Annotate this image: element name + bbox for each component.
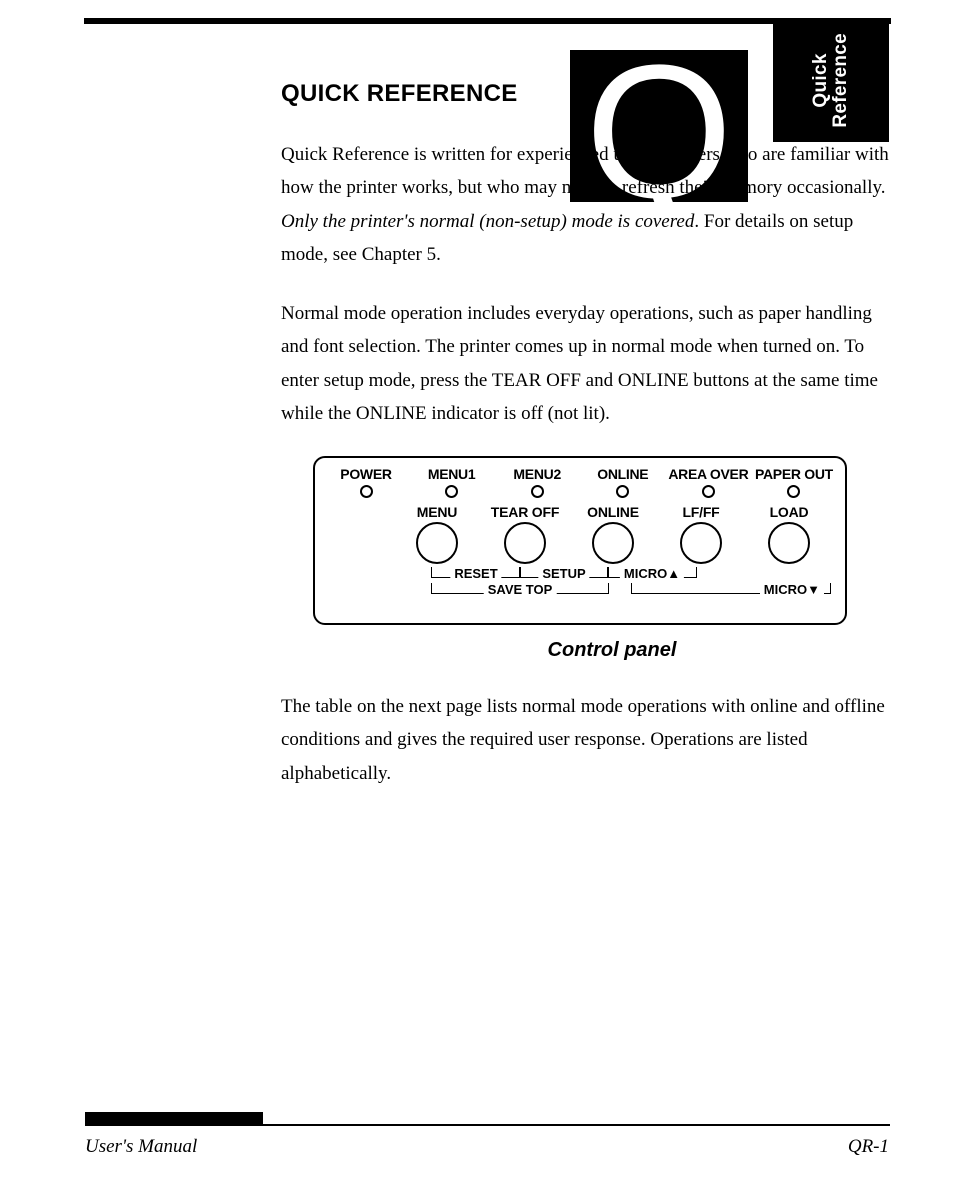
led-indicator — [360, 485, 373, 498]
paragraph-3: The table on the next page lists normal … — [281, 690, 891, 790]
button-circle — [592, 522, 634, 564]
button-load: LOAD — [745, 504, 833, 564]
led-row: POWER MENU1 MENU2 ONLINE — [323, 466, 837, 498]
bracket-save-top-label: SAVE TOP — [484, 582, 557, 597]
bracket-micro-up-label: MICRO▲ — [620, 566, 684, 581]
content-area: QUICK REFERENCE Quick Reference is writt… — [281, 80, 891, 816]
paragraph-2: Normal mode operation includes everyday … — [281, 297, 891, 430]
control-panel-caption: Control panel — [345, 639, 879, 662]
bracket-reset-label: RESET — [450, 566, 501, 581]
bracket-labels: RESET SETUP MICRO▲ SAVE TOP MICRO▼ — [323, 567, 837, 613]
page: Quick Reference Q QUICK REFERENCE Quick … — [0, 0, 975, 1194]
led-indicator — [702, 485, 715, 498]
control-panel: POWER MENU1 MENU2 ONLINE — [313, 456, 847, 625]
bracket-reset: RESET — [431, 567, 521, 578]
button-online-label: ONLINE — [569, 504, 657, 520]
bracket-micro-down-label: MICRO▼ — [760, 582, 824, 597]
led-areaover-label: AREA OVER — [667, 466, 749, 482]
button-circle — [504, 522, 546, 564]
footer-left: User's Manual — [85, 1136, 197, 1158]
button-row: MENU TEAR OFF ONLINE LF/FF — [323, 504, 837, 564]
led-power: POWER — [325, 466, 407, 498]
button-tearoff-label: TEAR OFF — [481, 504, 569, 520]
footer-rule — [85, 1124, 890, 1126]
button-menu: MENU — [393, 504, 481, 564]
led-paperout: PAPER OUT — [753, 466, 835, 498]
led-areaover: AREA OVER — [667, 466, 749, 498]
bracket-save-top: SAVE TOP — [431, 583, 609, 594]
button-circle — [416, 522, 458, 564]
button-menu-label: MENU — [393, 504, 481, 520]
led-power-label: POWER — [325, 466, 407, 482]
button-circle — [680, 522, 722, 564]
led-indicator — [616, 485, 629, 498]
footer-right: QR-1 — [848, 1136, 889, 1158]
led-menu1: MENU1 — [411, 466, 493, 498]
led-indicator — [787, 485, 800, 498]
bracket-micro-down: MICRO▼ — [631, 583, 831, 594]
top-rule — [84, 18, 891, 24]
footer-thick-rule — [85, 1112, 263, 1124]
body-text: Quick Reference is written for experienc… — [281, 138, 891, 430]
button-lfff: LF/FF — [657, 504, 745, 564]
page-title: QUICK REFERENCE — [281, 80, 891, 108]
led-indicator — [445, 485, 458, 498]
button-online: ONLINE — [569, 504, 657, 564]
led-menu2-label: MENU2 — [496, 466, 578, 482]
para1-a: Quick Reference is written for experienc… — [281, 144, 889, 198]
button-load-label: LOAD — [745, 504, 833, 520]
para1-italic: Only the printer's normal (non-setup) mo… — [281, 211, 694, 232]
led-menu1-label: MENU1 — [411, 466, 493, 482]
led-menu2: MENU2 — [496, 466, 578, 498]
paragraph-1: Quick Reference is written for experienc… — [281, 138, 891, 271]
button-circle — [768, 522, 810, 564]
body-text-2: The table on the next page lists normal … — [281, 690, 891, 790]
button-lfff-label: LF/FF — [657, 504, 745, 520]
led-paperout-label: PAPER OUT — [753, 466, 835, 482]
led-online: ONLINE — [582, 466, 664, 498]
control-panel-figure: POWER MENU1 MENU2 ONLINE — [313, 456, 881, 662]
bracket-micro-up: MICRO▲ — [607, 567, 697, 578]
led-online-label: ONLINE — [582, 466, 664, 482]
bracket-setup: SETUP — [519, 567, 609, 578]
bracket-setup-label: SETUP — [538, 566, 589, 581]
led-indicator — [531, 485, 544, 498]
button-tearoff: TEAR OFF — [481, 504, 569, 564]
